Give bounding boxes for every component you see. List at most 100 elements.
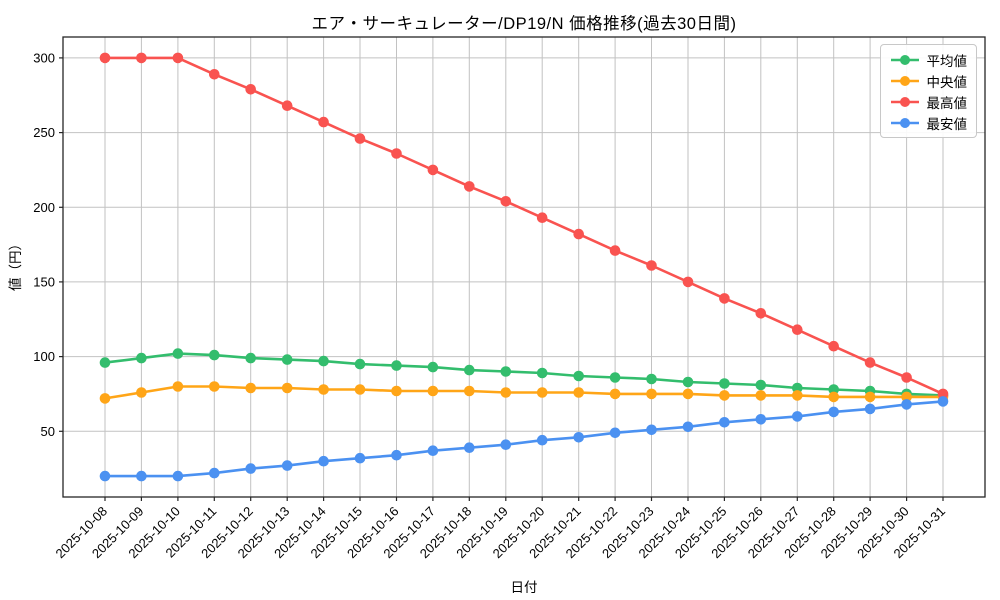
y-tick-label: 100 (33, 349, 55, 364)
y-tick-label: 150 (33, 274, 55, 289)
data-point (500, 196, 512, 207)
plot-border (62, 36, 986, 498)
data-point (354, 358, 366, 370)
data-point (536, 212, 548, 223)
data-point (901, 372, 912, 383)
data-point (719, 417, 730, 428)
data-point (500, 366, 512, 377)
data-point (281, 382, 293, 394)
data-point (828, 340, 839, 352)
y-tick-label: 300 (33, 50, 55, 65)
data-point (172, 470, 184, 482)
data-point (646, 388, 657, 400)
y-tick-label: 50 (41, 424, 55, 439)
data-point (682, 276, 694, 288)
data-point (391, 360, 402, 371)
x-axis-label: 日付 (510, 580, 538, 595)
legend-line-dot-icon (890, 117, 919, 128)
data-point (864, 391, 876, 403)
data-point (609, 372, 621, 383)
data-point (281, 100, 293, 111)
data-point (828, 406, 839, 418)
data-point (136, 352, 147, 364)
data-point (646, 373, 657, 385)
data-point (354, 133, 366, 144)
data-point (172, 52, 184, 64)
legend-item-label: 中央値 (926, 74, 968, 90)
data-point (209, 69, 220, 80)
data-point (609, 427, 621, 439)
data-point (719, 390, 730, 401)
data-point (245, 463, 256, 474)
data-point (573, 387, 584, 398)
series-line (103, 352, 945, 397)
data-point (573, 432, 584, 443)
data-point (99, 393, 111, 404)
data-point (391, 449, 402, 461)
data-point (719, 378, 730, 389)
data-point (136, 52, 147, 64)
data-point (318, 116, 329, 128)
data-point (99, 470, 111, 482)
data-point (245, 84, 256, 95)
data-point (792, 411, 803, 422)
data-point (318, 455, 329, 467)
data-point (464, 385, 475, 397)
data-point (755, 390, 767, 401)
data-point (901, 391, 912, 403)
data-point (281, 354, 293, 365)
data-point (427, 164, 439, 176)
data-point (573, 370, 584, 382)
data-point (427, 385, 439, 397)
data-point (719, 293, 730, 304)
data-point (354, 452, 366, 464)
legend: 平均値 中央値 最高値 最安値 (879, 44, 977, 138)
legend-item-label: 平均値 (926, 53, 968, 69)
data-point (792, 390, 803, 401)
data-point (828, 384, 839, 395)
data-point (536, 367, 548, 379)
data-point (536, 387, 548, 398)
data-point (209, 381, 220, 392)
data-point (755, 379, 767, 391)
data-point (427, 361, 439, 373)
data-point (99, 357, 111, 368)
data-point (828, 391, 839, 403)
data-point (864, 357, 876, 368)
data-point (864, 403, 876, 415)
data-point (391, 148, 402, 159)
data-point (281, 460, 293, 471)
data-point (755, 308, 767, 319)
data-point (391, 385, 402, 397)
data-point (646, 260, 657, 271)
y-tick-label: 250 (33, 125, 55, 140)
data-point (792, 324, 803, 336)
data-point (646, 424, 657, 436)
legend-item-min: 最安値 (890, 112, 967, 133)
data-point (318, 355, 329, 367)
data-point (354, 384, 366, 395)
legend-line-dot-icon (890, 75, 919, 86)
data-point (755, 414, 767, 425)
data-point (136, 387, 147, 398)
legend-line-dot-icon (890, 96, 919, 107)
data-point (245, 382, 256, 394)
data-point (209, 349, 220, 361)
chart-title: エア・サーキュレーター/DP19/N 価格推移(過去30日間) (311, 15, 737, 33)
data-point (245, 352, 256, 364)
data-point (609, 245, 621, 256)
data-point (464, 364, 475, 376)
data-point (136, 470, 147, 482)
series-line (103, 56, 945, 396)
legend-item-median: 中央値 (890, 70, 968, 91)
data-point (99, 52, 111, 64)
data-point (682, 388, 694, 400)
data-point (937, 396, 949, 407)
legend-item-label: 最高値 (926, 95, 968, 111)
data-point (682, 376, 694, 388)
data-point (937, 388, 949, 400)
y-tick-label: 200 (33, 200, 55, 215)
data-point (209, 467, 220, 479)
data-point (609, 388, 621, 400)
